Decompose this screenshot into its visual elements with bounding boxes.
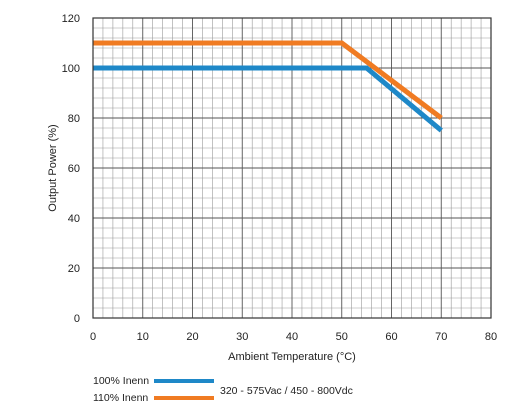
y-axis-label: Output Power (%)	[47, 124, 59, 211]
series-layer	[93, 40, 443, 133]
y-tick-label: 40	[68, 213, 80, 225]
legend-label-110: 110% Inenn	[93, 392, 148, 404]
plot-frame	[92, 17, 492, 319]
x-tick-label: 60	[385, 331, 397, 343]
x-tick-label: 10	[137, 331, 149, 343]
legend-condition: 320 - 575Vac / 450 - 800Vdc	[220, 385, 353, 397]
x-tick-label: 80	[485, 331, 497, 343]
y-tick-label: 0	[74, 313, 80, 325]
x-tick-label: 30	[236, 331, 248, 343]
y-tick-label: 80	[68, 113, 80, 125]
legend-label-100: 100% Inenn	[93, 375, 149, 387]
y-tick-label: 100	[62, 63, 80, 75]
y-tick-label: 60	[68, 163, 80, 175]
x-tick-labels: 0 10 20 30 40 50 60 70 80	[90, 331, 497, 343]
x-tick-label: 40	[286, 331, 298, 343]
y-tick-label: 120	[62, 13, 80, 25]
x-tick-label: 0	[90, 331, 96, 343]
x-axis-label: Ambient Temperature (°C)	[228, 351, 356, 363]
legend: 100% Inenn 110% Inenn 320 - 575Vac / 450…	[93, 375, 353, 404]
x-tick-label: 50	[336, 331, 348, 343]
y-tick-labels: 0 20 40 60 80 100 120	[62, 13, 80, 325]
x-tick-label: 20	[186, 331, 198, 343]
series-line-100	[93, 65, 443, 133]
x-tick-label: 70	[435, 331, 447, 343]
y-tick-label: 20	[68, 263, 80, 275]
series-line-110	[93, 40, 443, 120]
